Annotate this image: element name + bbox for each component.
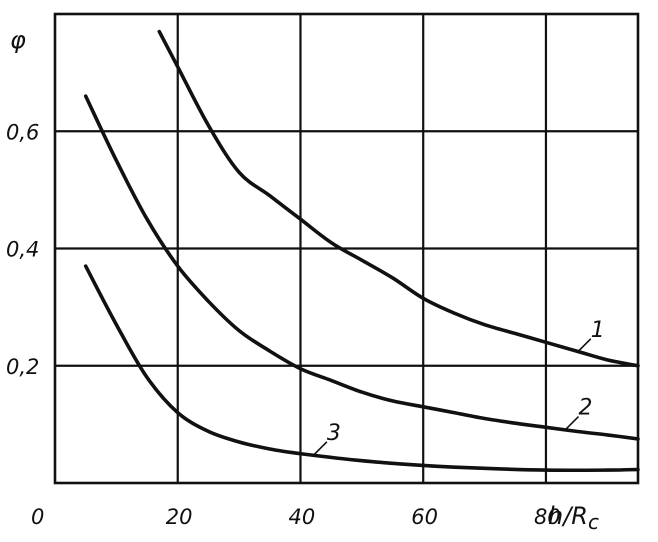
curve-label: 3 <box>327 421 341 446</box>
curve-label-leader <box>312 441 328 457</box>
x-tick-label: 60 <box>411 505 438 529</box>
curve-label: 2 <box>578 396 592 421</box>
x-tick-label: 80 <box>534 505 561 529</box>
y-tick-label: 0,2 <box>6 355 39 379</box>
x-tick-label: 20 <box>166 505 193 529</box>
curve-label: 1 <box>591 318 605 343</box>
series-line-3 <box>83 264 640 473</box>
y-axis-label: φ <box>10 26 26 54</box>
plot-frame <box>53 12 640 485</box>
x-tick-label: 0 <box>31 505 44 529</box>
labels: 0 20 40 60 80 0,2 0,4 0,6 1 2 3 <box>6 120 605 529</box>
x-tick-label: 40 <box>288 505 315 529</box>
x-axis-label: h/Rc <box>548 502 599 534</box>
y-tick-label: 0,4 <box>6 238 39 262</box>
y-tick-label: 0,6 <box>6 120 39 144</box>
curve-label-leader <box>576 338 592 354</box>
x-axis-label-main: h/R <box>548 502 588 530</box>
grid <box>55 14 638 483</box>
curves <box>83 29 640 473</box>
curve-label-leader <box>563 416 580 432</box>
series-line-1 <box>157 29 640 368</box>
series-line-2 <box>83 94 640 441</box>
x-axis-label-sub: c <box>588 510 599 534</box>
